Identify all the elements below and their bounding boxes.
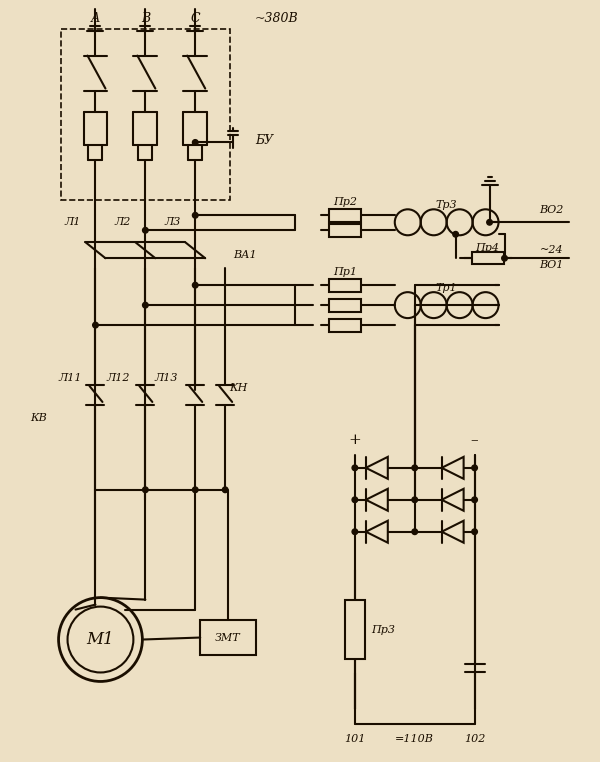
Text: КН: КН bbox=[229, 383, 247, 393]
Text: +: + bbox=[349, 433, 361, 447]
Bar bbox=[329, 279, 361, 292]
Circle shape bbox=[193, 213, 198, 218]
Bar bbox=[472, 252, 503, 264]
Bar bbox=[345, 600, 365, 659]
Text: Л1: Л1 bbox=[64, 217, 81, 227]
Circle shape bbox=[352, 465, 358, 471]
Circle shape bbox=[352, 497, 358, 503]
Text: 101: 101 bbox=[344, 735, 365, 744]
Text: Л13: Л13 bbox=[155, 373, 178, 383]
Text: Пр2: Пр2 bbox=[333, 197, 357, 207]
Text: Тр3: Тр3 bbox=[436, 200, 457, 210]
Circle shape bbox=[59, 597, 142, 681]
Circle shape bbox=[143, 487, 148, 492]
Circle shape bbox=[193, 487, 198, 492]
Text: 102: 102 bbox=[464, 735, 485, 744]
Bar bbox=[329, 319, 361, 331]
Text: А: А bbox=[91, 12, 100, 25]
Circle shape bbox=[472, 529, 478, 534]
Text: Тр1: Тр1 bbox=[436, 283, 457, 293]
Text: БУ: БУ bbox=[255, 134, 273, 147]
Text: ВО2: ВО2 bbox=[539, 205, 563, 216]
Text: Л3: Л3 bbox=[164, 217, 181, 227]
Circle shape bbox=[352, 529, 358, 534]
Circle shape bbox=[453, 232, 458, 237]
Circle shape bbox=[412, 465, 418, 471]
Bar bbox=[329, 299, 361, 312]
Circle shape bbox=[143, 303, 148, 308]
Bar bbox=[329, 209, 361, 222]
Text: В: В bbox=[141, 12, 150, 25]
Circle shape bbox=[92, 322, 98, 328]
Circle shape bbox=[223, 487, 228, 492]
Text: ВО1: ВО1 bbox=[539, 260, 563, 271]
Circle shape bbox=[412, 529, 418, 534]
Text: ВА1: ВА1 bbox=[233, 250, 257, 261]
Bar bbox=[200, 620, 256, 655]
Text: Л12: Л12 bbox=[107, 373, 130, 383]
Text: М1: М1 bbox=[86, 631, 114, 648]
Circle shape bbox=[502, 255, 508, 261]
Text: С: С bbox=[190, 12, 200, 25]
Text: Пр4: Пр4 bbox=[476, 243, 500, 253]
Circle shape bbox=[193, 283, 198, 288]
Circle shape bbox=[193, 139, 198, 146]
Text: ~380В: ~380В bbox=[255, 12, 299, 25]
Text: Л11: Л11 bbox=[59, 373, 82, 383]
Circle shape bbox=[472, 497, 478, 503]
Text: Пр1: Пр1 bbox=[333, 267, 357, 277]
Circle shape bbox=[412, 497, 418, 503]
Text: ~24: ~24 bbox=[539, 245, 563, 255]
Text: Л2: Л2 bbox=[114, 217, 131, 227]
Text: Пр3: Пр3 bbox=[371, 625, 395, 635]
Circle shape bbox=[472, 465, 478, 471]
Circle shape bbox=[487, 219, 493, 225]
Text: –: – bbox=[471, 433, 478, 447]
Text: ЗМТ: ЗМТ bbox=[215, 632, 241, 642]
Circle shape bbox=[143, 228, 148, 233]
Text: КВ: КВ bbox=[30, 413, 47, 423]
Text: =110В: =110В bbox=[395, 735, 434, 744]
Bar bbox=[329, 224, 361, 237]
